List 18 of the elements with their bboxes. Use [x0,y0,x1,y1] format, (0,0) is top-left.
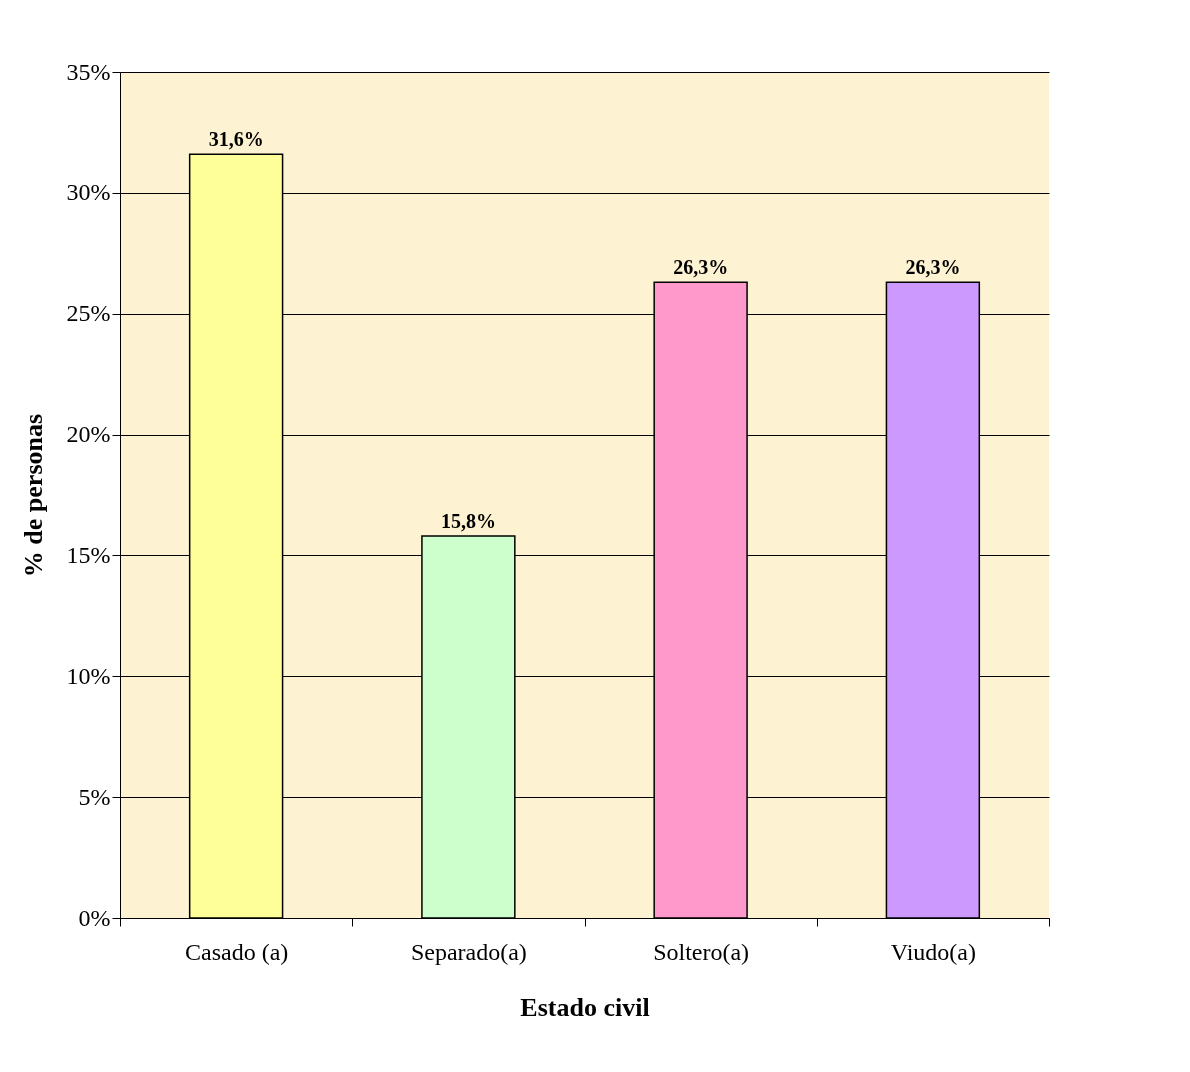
x-tick-label: Casado (a) [184,938,289,965]
y-tick-label: 20% [66,421,111,448]
y-tick-label: 15% [66,541,111,568]
y-tick-label: 5% [78,783,111,810]
y-axis-title: % de personas [18,413,48,578]
y-tick-label: 0% [78,904,111,931]
y-tick-label: 25% [66,300,111,327]
x-tick-label: Separado(a) [410,938,527,965]
y-tick-label: 35% [66,58,111,85]
x-tick-label: Viudo(a) [890,938,976,965]
data-label: 26,3% [905,256,961,279]
data-label: 15,8% [440,510,496,533]
x-axis-title: Estado civil [520,992,650,1022]
data-label: 31,6% [208,128,264,151]
y-tick-label: 10% [66,662,111,689]
y-tick-label: 30% [66,179,111,206]
data-label: 26,3% [673,256,729,279]
x-tick-label: Soltero(a) [653,938,750,965]
